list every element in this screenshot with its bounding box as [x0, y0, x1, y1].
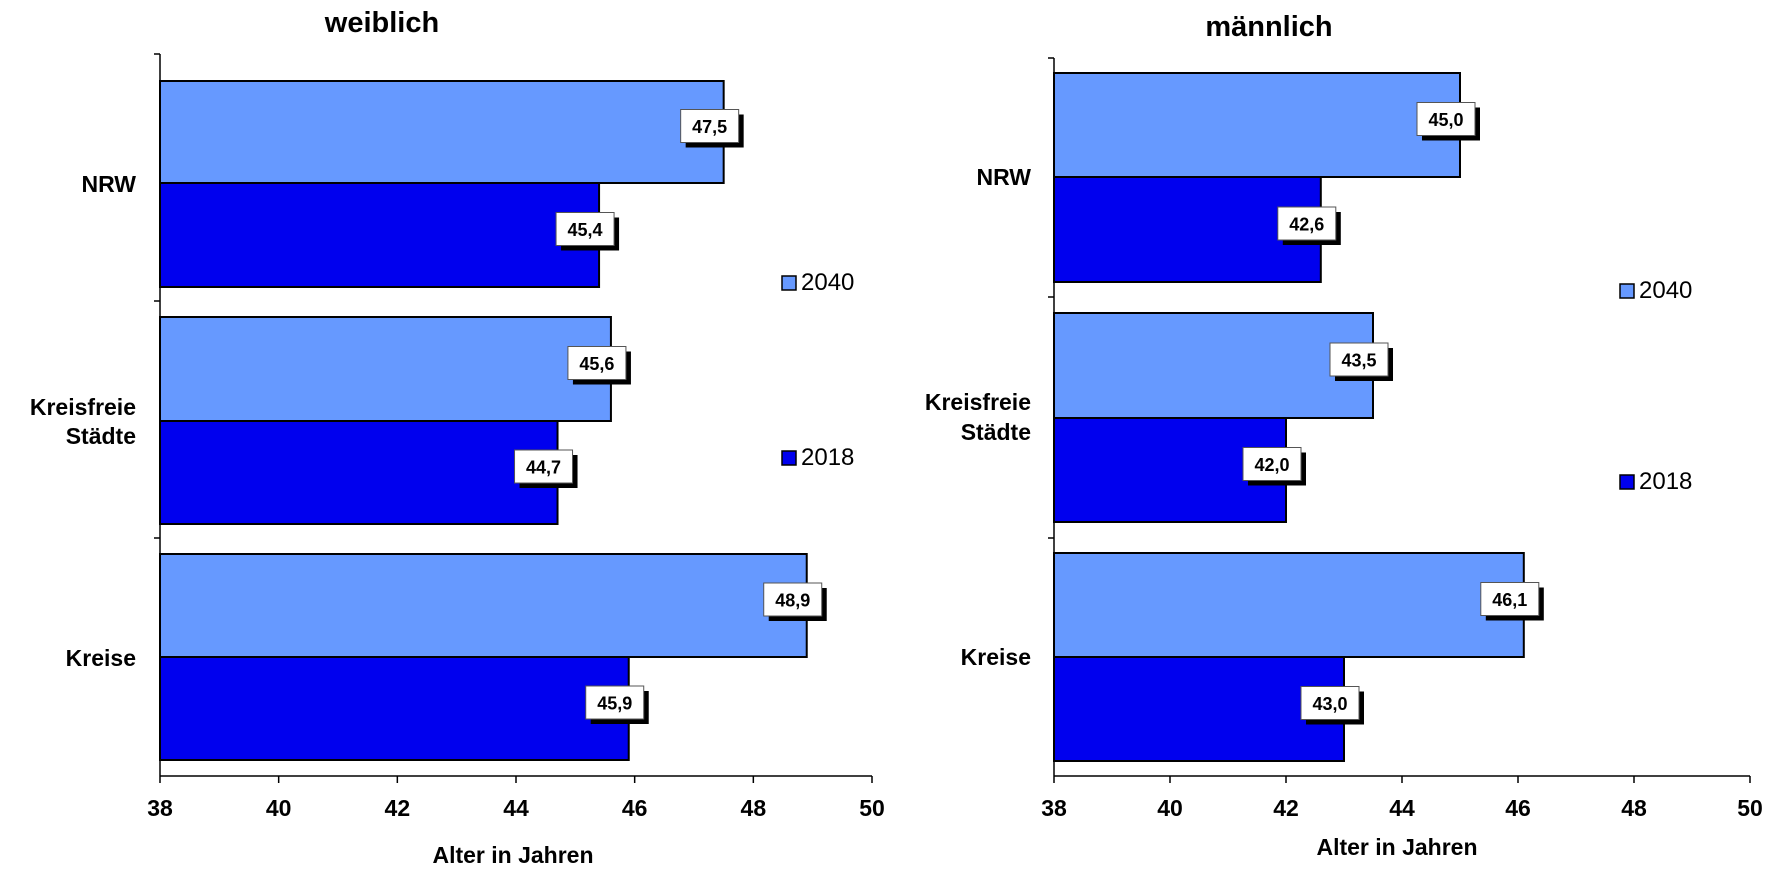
x-tick-label: 46	[622, 795, 648, 821]
data-label: 43,5	[1341, 351, 1376, 371]
bar-2040-0	[1053, 72, 1461, 178]
data-label-box	[1416, 102, 1476, 136]
x-tick-label: 46	[1505, 795, 1531, 821]
category-label: NRW	[81, 171, 136, 197]
legend-label-2040: 2040	[1639, 277, 1692, 304]
data-label-box	[680, 109, 740, 143]
legend-label-2040: 2040	[801, 269, 854, 296]
category-label: Kreisfreie Städte	[30, 394, 136, 449]
legend: 2040 2018	[1619, 277, 1692, 495]
legend: 2040 2018	[781, 269, 854, 471]
data-label-box	[555, 212, 615, 246]
x-tick-label: 38	[1041, 795, 1067, 821]
bar-2040-2	[1053, 552, 1525, 658]
x-tick-label: 42	[1273, 795, 1299, 821]
x-tick-label: 44	[503, 795, 529, 821]
bar-2040-1	[159, 316, 612, 422]
bar-2018-0	[1053, 176, 1322, 283]
chart-0: weiblich 47,5 45,4 NRW 45,6 44,7 Kreisfreie Stä…	[30, 7, 885, 868]
x-tick-label: 42	[385, 795, 411, 821]
data-label-box	[1329, 342, 1389, 377]
data-label-box	[1242, 447, 1302, 481]
bar-2018-1	[159, 420, 559, 525]
x-tick-label: 38	[147, 795, 173, 821]
data-label-box	[1277, 206, 1337, 241]
x-tick-label: 50	[859, 795, 885, 821]
data-label: 42,6	[1289, 215, 1324, 235]
data-label-box	[763, 582, 823, 617]
data-label: 45,9	[597, 694, 632, 714]
data-label: 48,9	[775, 591, 810, 611]
legend-label-2018: 2018	[1639, 468, 1692, 495]
x-axis-label: Alter in Jahren	[432, 842, 593, 868]
chart-1: männlich 45,0 42,6 NRW 43,5 42,0 Kreisfreie Stä…	[925, 11, 1763, 860]
data-label-box	[1300, 686, 1360, 720]
x-tick-label: 48	[741, 795, 767, 821]
x-tick-label: 44	[1389, 795, 1415, 821]
x-tick-label: 40	[266, 795, 292, 821]
category-label: Kreise	[66, 645, 136, 671]
data-label: 43,0	[1312, 694, 1347, 714]
data-label: 45,0	[1428, 110, 1463, 130]
x-tick-label: 50	[1737, 795, 1763, 821]
data-label-box	[585, 685, 645, 720]
category-label: NRW	[976, 164, 1031, 190]
bar-2018-2	[159, 656, 630, 761]
legend-label-2018: 2018	[801, 444, 854, 471]
category-label: Kreise	[961, 644, 1031, 670]
legend-swatch-2018	[781, 450, 797, 466]
bar-2040-2	[159, 553, 808, 658]
data-label-box	[567, 346, 627, 380]
data-label-box	[514, 449, 574, 484]
bar-2040-0	[159, 80, 725, 184]
legend-swatch-2040	[1619, 283, 1635, 299]
legend-swatch-2040	[781, 275, 797, 291]
data-label: 47,5	[692, 117, 727, 137]
data-label: 42,0	[1254, 455, 1289, 475]
bar-2040-1	[1053, 312, 1374, 419]
data-label: 44,7	[526, 458, 561, 478]
x-tick-label: 40	[1157, 795, 1183, 821]
chart-title: weiblich	[324, 7, 439, 39]
x-axis-label: Alter in Jahren	[1316, 834, 1477, 860]
category-label: Kreisfreie Städte	[925, 389, 1031, 445]
bar-2018-0	[159, 182, 601, 288]
data-label: 45,6	[579, 354, 614, 374]
chart-title: männlich	[1205, 11, 1332, 43]
legend-swatch-2018	[1619, 474, 1635, 490]
data-label: 45,4	[568, 220, 603, 240]
data-label-box	[1480, 582, 1540, 616]
x-tick-label: 48	[1621, 795, 1647, 821]
data-label: 46,1	[1492, 590, 1527, 610]
